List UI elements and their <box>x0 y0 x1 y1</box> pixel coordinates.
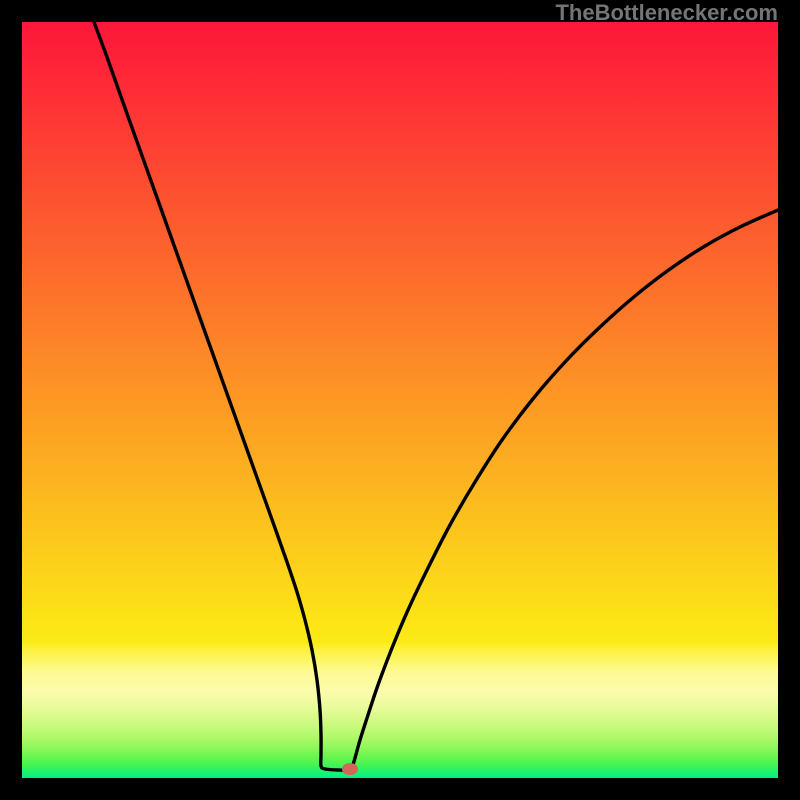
chart-root: TheBottlenecker.com <box>0 0 800 800</box>
chart-svg <box>0 0 800 800</box>
watermark-label: TheBottlenecker.com <box>555 0 778 26</box>
optimal-point-marker <box>342 763 358 775</box>
